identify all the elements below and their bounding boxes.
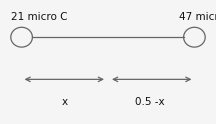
Text: x: x [62,97,68,107]
Text: 0.5 -x: 0.5 -x [135,97,165,107]
Text: 47 micro C: 47 micro C [179,12,216,22]
Text: 21 micro C: 21 micro C [11,12,67,22]
